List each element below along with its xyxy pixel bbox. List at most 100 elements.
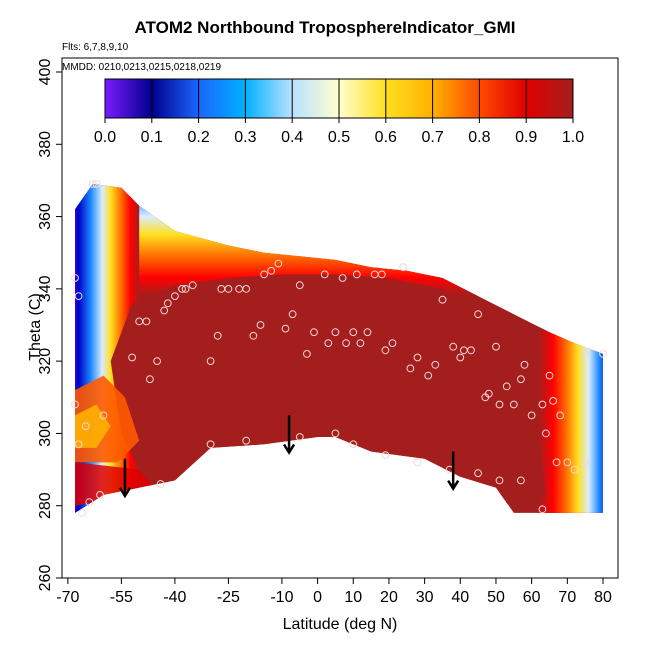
x-tick-label: -40: [163, 589, 186, 606]
sample-point: [538, 400, 547, 409]
sample-point: [188, 281, 197, 290]
sample-point: [570, 465, 579, 474]
x-tick-label: 0: [313, 589, 322, 606]
x-tick-label: -55: [110, 589, 133, 606]
sample-point: [377, 270, 386, 279]
x-tick-label: 80: [594, 589, 612, 606]
sample-point: [288, 310, 297, 319]
sample-point: [331, 429, 340, 438]
sample-point: [153, 357, 162, 366]
sample-point: [352, 270, 361, 279]
sample-point: [538, 505, 547, 514]
sample-point: [71, 274, 79, 282]
tropopause-arrows: [118, 415, 460, 499]
sample-point: [178, 285, 186, 293]
sample-point: [484, 389, 493, 398]
colorbar-tick-label: 0.7: [421, 129, 443, 146]
sample-point: [310, 328, 318, 337]
sample-point: [213, 331, 222, 340]
colorbar-tick-label: 0.9: [515, 129, 537, 146]
sample-point: [224, 285, 233, 293]
sample-point: [71, 400, 79, 409]
yellow-patch: [75, 404, 111, 448]
sample-point: [456, 353, 465, 362]
tropopause-arrow: [447, 451, 460, 492]
tropopause-arrow: [118, 458, 132, 499]
sample-point: [556, 411, 565, 420]
y-axis-label: Theta (C): [27, 293, 44, 361]
sample-point: [249, 331, 258, 340]
sample-point: [527, 411, 536, 420]
colorbar-tick-label: 0.3: [234, 129, 256, 146]
y-tick-label: 280: [37, 492, 54, 519]
sample-point: [431, 360, 440, 369]
sample-point: [281, 324, 290, 333]
sample-point: [349, 328, 358, 337]
sample-point: [320, 270, 329, 279]
sample-point: [242, 436, 251, 445]
sample-point: [206, 357, 215, 366]
sample-point: [142, 317, 151, 326]
x-tick-label: 70: [558, 589, 576, 606]
sample-point: [128, 353, 137, 362]
sample-point: [599, 350, 607, 358]
sample-point: [424, 371, 433, 380]
sample-point: [295, 281, 304, 290]
sample-point: [88, 180, 97, 188]
sample-point: [303, 350, 311, 358]
sample-point: [520, 360, 529, 369]
sample-point: [163, 299, 172, 308]
colorbar-tick-label: 0.0: [94, 129, 116, 146]
sample-point: [356, 339, 365, 348]
sample-point: [413, 353, 422, 362]
sample-point: [517, 375, 525, 384]
sample-point: [581, 350, 590, 358]
sample-point: [474, 469, 483, 478]
x-tick-label: -70: [56, 589, 79, 606]
sample-point: [413, 458, 422, 467]
colorbar-tick-label: 0.2: [187, 129, 209, 146]
plot-frame: [61, 57, 619, 579]
sample-point: [260, 270, 269, 279]
tropopause-arrow: [282, 415, 296, 455]
sample-point: [274, 259, 283, 268]
x-tick-label: -25: [217, 589, 240, 606]
sample-point: [324, 339, 333, 348]
colorbar-ticks: 0.0 0.1 0.2 0.3 0.4 0.5 0.6 0.7 0.8 0.9 1.0: [94, 79, 584, 146]
sample-point: [160, 306, 169, 315]
colorbar-tick-label: 0.1: [141, 129, 163, 146]
sample-point: [156, 480, 165, 488]
sample-point: [381, 346, 390, 355]
y-tick-label: 380: [37, 131, 54, 158]
sample-point: [381, 451, 390, 460]
x-tick-label: 50: [487, 589, 505, 606]
sample-point: [449, 342, 458, 351]
sample-point: [495, 476, 504, 485]
chart-title: ATOM2 Northbound TroposphereIndicator_GM…: [134, 18, 516, 37]
flights-label: Flts: 6,7,8,9,10: [62, 42, 129, 53]
sample-point: [85, 498, 94, 507]
sample-point: [74, 292, 83, 301]
x-tick-label: 20: [380, 589, 398, 606]
sample-point: [171, 292, 179, 301]
x-axis-label: Latitude (deg N): [282, 616, 398, 633]
sample-point: [363, 328, 372, 337]
sample-point: [96, 491, 104, 499]
sample-point: [517, 476, 525, 485]
sample-point: [545, 371, 554, 380]
sample-point: [242, 285, 251, 293]
sample-point: [438, 295, 447, 304]
sample-points: [71, 180, 607, 517]
sample-point: [78, 509, 86, 517]
sample-point: [92, 180, 101, 188]
sample-point: [81, 422, 90, 431]
sample-point: [181, 285, 190, 293]
colorbar-tick-label: 0.4: [281, 129, 303, 146]
sample-point: [331, 328, 340, 337]
x-tick-label: 40: [451, 589, 469, 606]
sample-point: [581, 458, 590, 467]
sample-point: [146, 375, 154, 384]
y-tick-label: 320: [37, 348, 54, 375]
sample-point: [552, 458, 561, 467]
